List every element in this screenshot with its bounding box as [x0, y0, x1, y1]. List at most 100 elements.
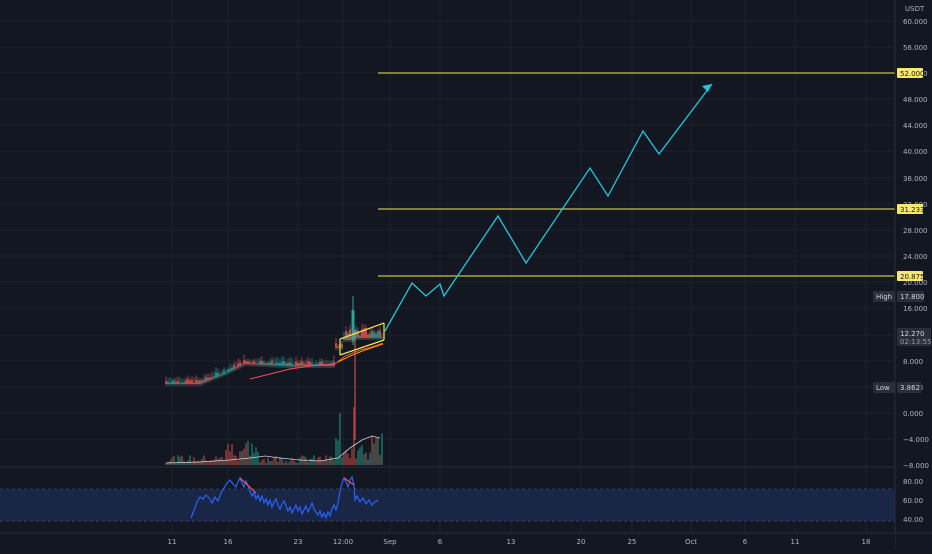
time-axis-ticks: 11 16 23 12:00 Sep 6 13 20 25 Oct 6 11 18 [168, 538, 871, 546]
candle [297, 360, 299, 369]
candle [349, 324, 351, 342]
volume-bar [207, 461, 209, 465]
volume-bar [203, 455, 205, 465]
volume-bar [283, 462, 285, 465]
spike-candle [351, 296, 355, 345]
price-tick-label: 8.000 [903, 358, 923, 366]
volume-bar [285, 460, 287, 465]
volume-bar [211, 460, 213, 465]
volume-bar [263, 458, 265, 465]
candle [193, 376, 195, 386]
price-tick-label: 28.000 [903, 227, 928, 235]
volume-bar [219, 457, 221, 465]
candle [319, 358, 321, 368]
volume-bar [329, 456, 331, 465]
candle [283, 356, 285, 368]
candle [289, 357, 291, 369]
volume-bar [171, 457, 173, 465]
svg-text:Low: Low [876, 384, 890, 392]
candle [181, 378, 183, 386]
volume-bar [351, 448, 353, 465]
time-tick-label: 25 [628, 538, 637, 546]
volume-bar [359, 447, 361, 465]
volume-bar [367, 459, 369, 465]
time-axis-panel[interactable] [0, 533, 895, 550]
candle [247, 358, 249, 367]
time-tick-label: 13 [507, 538, 516, 546]
volume-bar [167, 462, 169, 465]
volume-bar [227, 443, 229, 465]
price-tick-label: 60.000 [903, 18, 928, 26]
time-tick-label: 11 [791, 538, 800, 546]
candle [179, 377, 181, 386]
candle [281, 356, 283, 368]
candle [301, 357, 303, 368]
chart-grid [0, 0, 895, 533]
rsi-tick-label: 80.00 [903, 478, 923, 486]
price-tick-label: 56.000 [903, 44, 928, 52]
candle [273, 358, 275, 368]
candle [369, 327, 371, 340]
candle [221, 369, 223, 378]
rsi-tick-label: 40.00 [903, 516, 923, 524]
candle [365, 324, 367, 340]
volume-bar [247, 440, 249, 465]
volume-bar [311, 458, 313, 465]
candle [191, 376, 193, 386]
candle [205, 373, 207, 384]
time-tick-label: 12:00 [333, 538, 353, 546]
volume-bar [381, 433, 383, 465]
candle [279, 359, 281, 368]
flag-pattern[interactable] [339, 322, 385, 356]
volume-bar [259, 462, 261, 465]
svg-text:High: High [876, 293, 892, 301]
candle [287, 358, 289, 369]
candle [187, 375, 189, 386]
candle [285, 360, 287, 369]
candle [325, 359, 327, 368]
volume-bar [363, 454, 365, 465]
rsi-divergence-line [239, 477, 257, 494]
volume-bar [279, 457, 281, 465]
price-tick-label: −8.000 [903, 462, 929, 470]
svg-text:52.000: 52.000 [900, 70, 925, 78]
candle [237, 358, 239, 370]
volume-bar [291, 458, 293, 465]
candle [231, 365, 233, 373]
candle [335, 338, 337, 350]
price-tick-label: 16.000 [903, 305, 928, 313]
time-tick-label: 20 [577, 538, 586, 546]
volume-bar [257, 452, 259, 465]
volume-bar [345, 450, 347, 465]
volume-bar [233, 455, 235, 465]
volume-bar [295, 462, 297, 465]
volume-bar [193, 457, 195, 465]
volume-bar [321, 459, 323, 465]
candle [295, 356, 297, 369]
price-badge-level-mid: 31.233 [897, 204, 925, 214]
projection-path[interactable] [384, 83, 713, 332]
projection-arrow-icon [702, 84, 712, 92]
rsi-axis-ticks: 80.00 60.00 40.00 [903, 478, 923, 524]
candle [185, 377, 187, 386]
candle [239, 359, 241, 369]
candle [343, 331, 345, 342]
candle [375, 330, 377, 340]
volume-bar [273, 457, 275, 465]
volume-bar [379, 455, 381, 465]
candle [357, 327, 359, 340]
candle [255, 359, 257, 367]
candle [197, 376, 199, 386]
candlestick-series [165, 296, 383, 440]
volume-bar [281, 457, 283, 465]
candle [359, 332, 361, 340]
time-tick-label: 23 [294, 538, 303, 546]
volume-bar [313, 455, 315, 465]
volume-bar [347, 453, 349, 465]
candle [213, 371, 215, 381]
candle [199, 377, 201, 386]
candle [209, 373, 211, 382]
candle [175, 377, 177, 386]
